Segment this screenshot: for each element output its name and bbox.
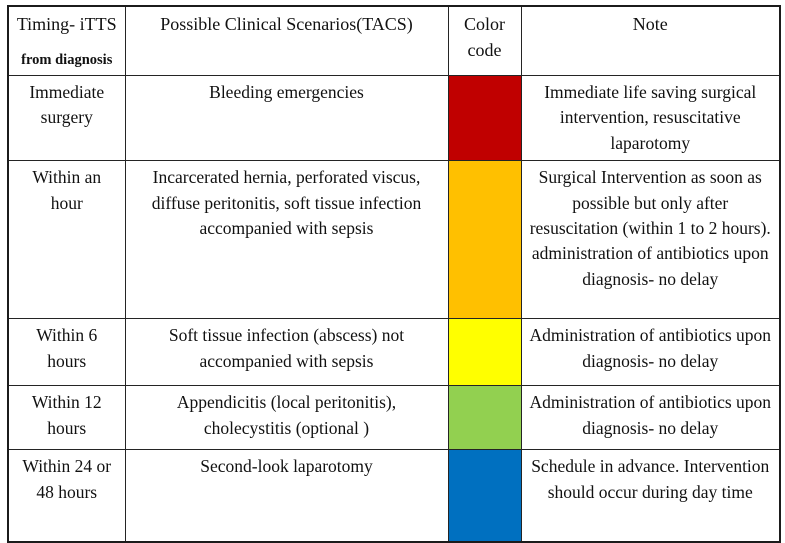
scenario-cell: Appendicitis (local peritonitis), cholec… <box>124 385 449 451</box>
note-cell: Immediate life saving surgical intervent… <box>520 75 781 162</box>
header-note: Note <box>520 5 781 77</box>
timing-cell: Within 6 hours <box>7 318 126 387</box>
timing-cell: Within an hour <box>7 160 126 320</box>
header-scenarios: Possible Clinical Scenarios(TACS) <box>124 5 449 77</box>
note-cell: Surgical Intervention as soon as possibl… <box>520 160 781 320</box>
note-cell: Administration of antibiotics upon diagn… <box>520 318 781 387</box>
table-row-within-12-hours: Within 12 hours Appendicitis (local peri… <box>7 385 781 451</box>
scenario-cell: Second-look laparotomy <box>124 449 449 543</box>
tacs-timing-table: Timing- iTTS from diagnosis Possible Cli… <box>7 5 781 543</box>
color-swatch-yellow <box>447 318 522 387</box>
timing-cell: Within 24 or 48 hours <box>7 449 126 543</box>
scenario-cell: Incarcerated hernia, perforated viscus, … <box>124 160 449 320</box>
color-swatch-blue <box>447 449 522 543</box>
timing-cell: Within 12 hours <box>7 385 126 451</box>
timing-cell: Immediate surgery <box>7 75 126 162</box>
header-timing-line2: from diagnosis <box>21 52 113 69</box>
header-row: Timing- iTTS from diagnosis Possible Cli… <box>7 5 781 77</box>
color-swatch-red <box>447 75 522 162</box>
table-row-within-6-hours: Within 6 hours Soft tissue infection (ab… <box>7 318 781 387</box>
color-swatch-green <box>447 385 522 451</box>
note-cell: Schedule in advance. Intervention should… <box>520 449 781 543</box>
header-color-code: Color code <box>447 5 522 77</box>
table-row-within-an-hour: Within an hour Incarcerated hernia, perf… <box>7 160 781 320</box>
color-swatch-orange <box>447 160 522 320</box>
header-timing: Timing- iTTS from diagnosis <box>7 5 126 77</box>
scenario-cell: Bleeding emergencies <box>124 75 449 162</box>
table-row-immediate-surgery: Immediate surgery Bleeding emergencies I… <box>7 75 781 162</box>
note-cell: Administration of antibiotics upon diagn… <box>520 385 781 451</box>
header-timing-line1: Timing- iTTS <box>16 14 117 34</box>
scenario-cell: Soft tissue infection (abscess) not acco… <box>124 318 449 387</box>
table-row-within-24-or-48-hours: Within 24 or 48 hours Second-look laparo… <box>7 449 781 543</box>
